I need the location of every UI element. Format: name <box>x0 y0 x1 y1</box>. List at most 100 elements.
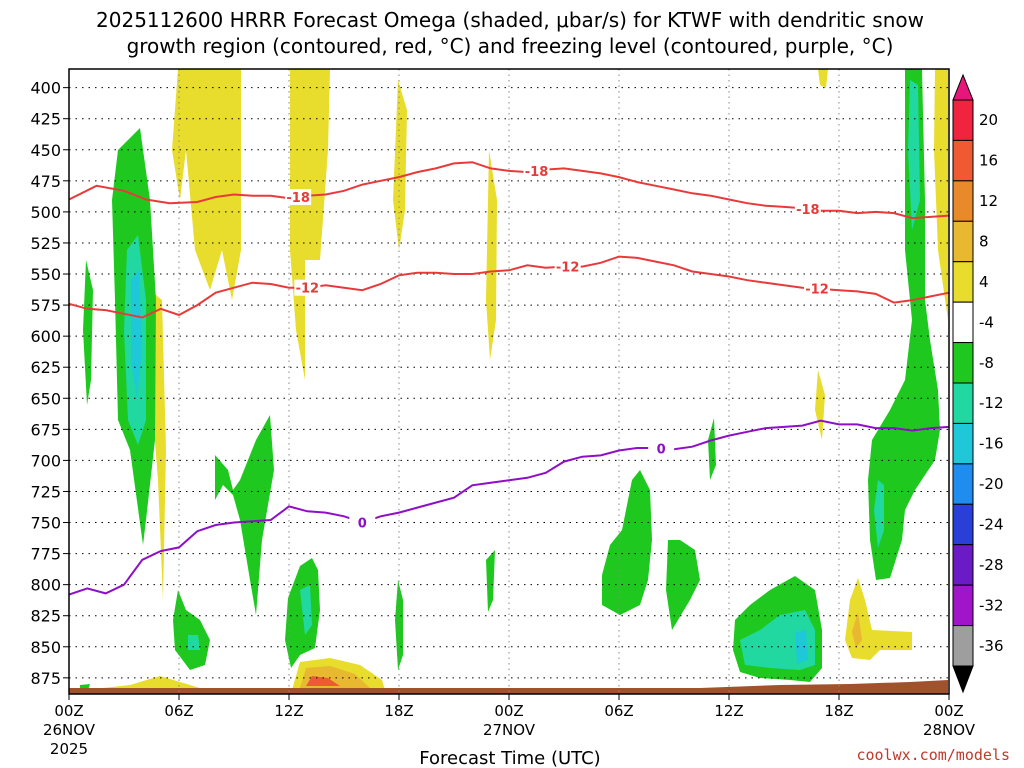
colorbar-top-arrow <box>952 73 974 101</box>
colorbar-swatch <box>952 99 974 141</box>
omega-region-green <box>285 558 320 668</box>
colorbar-label: -20 <box>979 475 1004 493</box>
omega-region-teal <box>908 80 920 230</box>
omega-region-teal <box>740 610 815 670</box>
x-tick-label: 06Z <box>604 702 633 720</box>
y-tick-label: 450 <box>30 141 61 160</box>
colorbar-swatch <box>952 463 974 505</box>
colorbar-label: -16 <box>979 435 1004 453</box>
y-tick-label: 400 <box>30 79 61 98</box>
colorbar-swatch <box>952 220 974 263</box>
y-tick-label: 875 <box>30 669 61 688</box>
freezing-level-0-label: 0 <box>358 517 367 532</box>
omega-region-teal <box>300 585 312 635</box>
x-tick-label: 00Z <box>934 702 963 720</box>
x-tick-label: 18Z <box>824 702 853 720</box>
contour-lines: -18 -18 -18 -12 -12 -12 0 0 <box>68 161 950 596</box>
dgz-upper-minus18-label-bg <box>794 200 821 217</box>
y-tick-label: 525 <box>30 234 61 253</box>
y-tick-label: 725 <box>30 482 61 501</box>
y-tick-label: 650 <box>30 389 61 408</box>
chart-title-line2: growth region (contoured, red, °C) and f… <box>127 34 894 58</box>
y-tick-label: 600 <box>30 327 61 346</box>
omega-region-green <box>868 69 940 580</box>
y-axis-ticks: 400 425 450 475 500 525 550 575 600 625 650 675 700 7… <box>30 79 69 688</box>
colorbar-swatch <box>952 503 974 546</box>
omega-region-orange <box>852 612 862 648</box>
colorbar-label: -32 <box>979 596 1004 614</box>
colorbar-swatch <box>952 261 974 303</box>
x-axis-label: Forecast Time (UTC) <box>419 748 600 768</box>
omega-region-green <box>602 470 652 615</box>
colorbar-label: 4 <box>979 273 989 291</box>
colorbar-label: -28 <box>979 556 1004 574</box>
colorbar-swatch <box>952 625 974 667</box>
x-tick-year: 2025 <box>50 740 88 758</box>
y-tick-label: 700 <box>30 451 61 470</box>
credit-text: coolwx.com/models <box>856 746 1010 764</box>
y-tick-label: 825 <box>30 607 61 626</box>
omega-region-green <box>173 590 210 670</box>
omega-region-yellow <box>393 80 407 250</box>
y-tick-label: 850 <box>30 638 61 657</box>
x-tick-label: 00Z <box>54 702 83 720</box>
chart-title-line1: 2025112600 HRRR Forecast Omega (shaded, … <box>96 8 924 32</box>
dgz-upper-minus18-label: -18 <box>286 191 310 206</box>
omega-region-yellow <box>818 69 828 88</box>
dgz-lower-minus12-label-bg <box>804 280 830 297</box>
plot-area: -18 -18 -18 -12 -12 -12 0 0 <box>68 68 950 695</box>
dgz-upper-minus18-label: -18 <box>525 165 549 180</box>
y-tick-label: 625 <box>30 358 61 377</box>
freezing-level-0-line <box>68 419 950 596</box>
freezing-level-0-label-bg <box>648 440 675 457</box>
colorbar-swatch <box>952 584 974 627</box>
omega-region-red <box>306 676 340 686</box>
omega-region-green <box>215 415 274 615</box>
dgz-lower-minus12-line <box>68 255 950 319</box>
colorbar-label: 8 <box>979 233 989 251</box>
colorbar-label: -24 <box>979 516 1004 534</box>
x-tick-date: 27NOV <box>483 721 536 739</box>
y-tick-label: 500 <box>30 203 61 222</box>
y-tick-label: 800 <box>30 576 61 595</box>
y-tick-label: 675 <box>30 420 61 439</box>
omega-region-yellow <box>486 150 497 360</box>
dgz-lower-minus12-label-bg <box>294 279 321 296</box>
x-tick-label: 12Z <box>714 702 743 720</box>
omega-region-yellow <box>172 69 241 300</box>
x-tick-label: 12Z <box>274 702 303 720</box>
omega-region-yellow <box>934 69 948 320</box>
y-tick-label: 425 <box>30 110 61 129</box>
colorbar-bottom-arrow <box>952 665 974 694</box>
colorbar-swatch <box>952 544 974 586</box>
omega-region-cyan <box>795 630 808 664</box>
colorbar-swatch <box>952 301 974 344</box>
freezing-level-0-label: 0 <box>657 442 666 457</box>
omega-region-yellow <box>290 69 330 380</box>
colorbar-swatch <box>952 139 974 182</box>
dgz-lower-minus12-label: -12 <box>556 261 580 276</box>
y-tick-label: 575 <box>30 296 61 315</box>
colorbar-label: -12 <box>979 394 1004 412</box>
omega-region-green <box>486 550 495 612</box>
colorbar-label: 12 <box>979 192 998 210</box>
colorbar: 20 16 12 8 4 -4 -8 -12 -16 -20 -24 -28 -32 -36 <box>952 73 1004 694</box>
x-tick-date: 28NOV <box>923 721 976 739</box>
omega-region-teal <box>874 480 884 548</box>
dgz-lower-minus12-label-bg <box>554 258 581 275</box>
x-tick-label: 06Z <box>164 702 193 720</box>
x-tick-label: 00Z <box>494 702 523 720</box>
colorbar-label: -36 <box>979 637 1004 655</box>
y-tick-label: 775 <box>30 545 61 564</box>
colorbar-label: 16 <box>979 152 998 170</box>
omega-region-teal <box>188 635 200 650</box>
y-tick-label: 550 <box>30 265 61 284</box>
colorbar-swatch <box>952 342 974 384</box>
y-tick-label: 475 <box>30 172 61 191</box>
colorbar-label: 20 <box>979 111 998 129</box>
dgz-upper-minus18-label-bg <box>285 188 312 205</box>
x-tick-label: 18Z <box>384 702 413 720</box>
colorbar-swatch <box>952 422 974 465</box>
